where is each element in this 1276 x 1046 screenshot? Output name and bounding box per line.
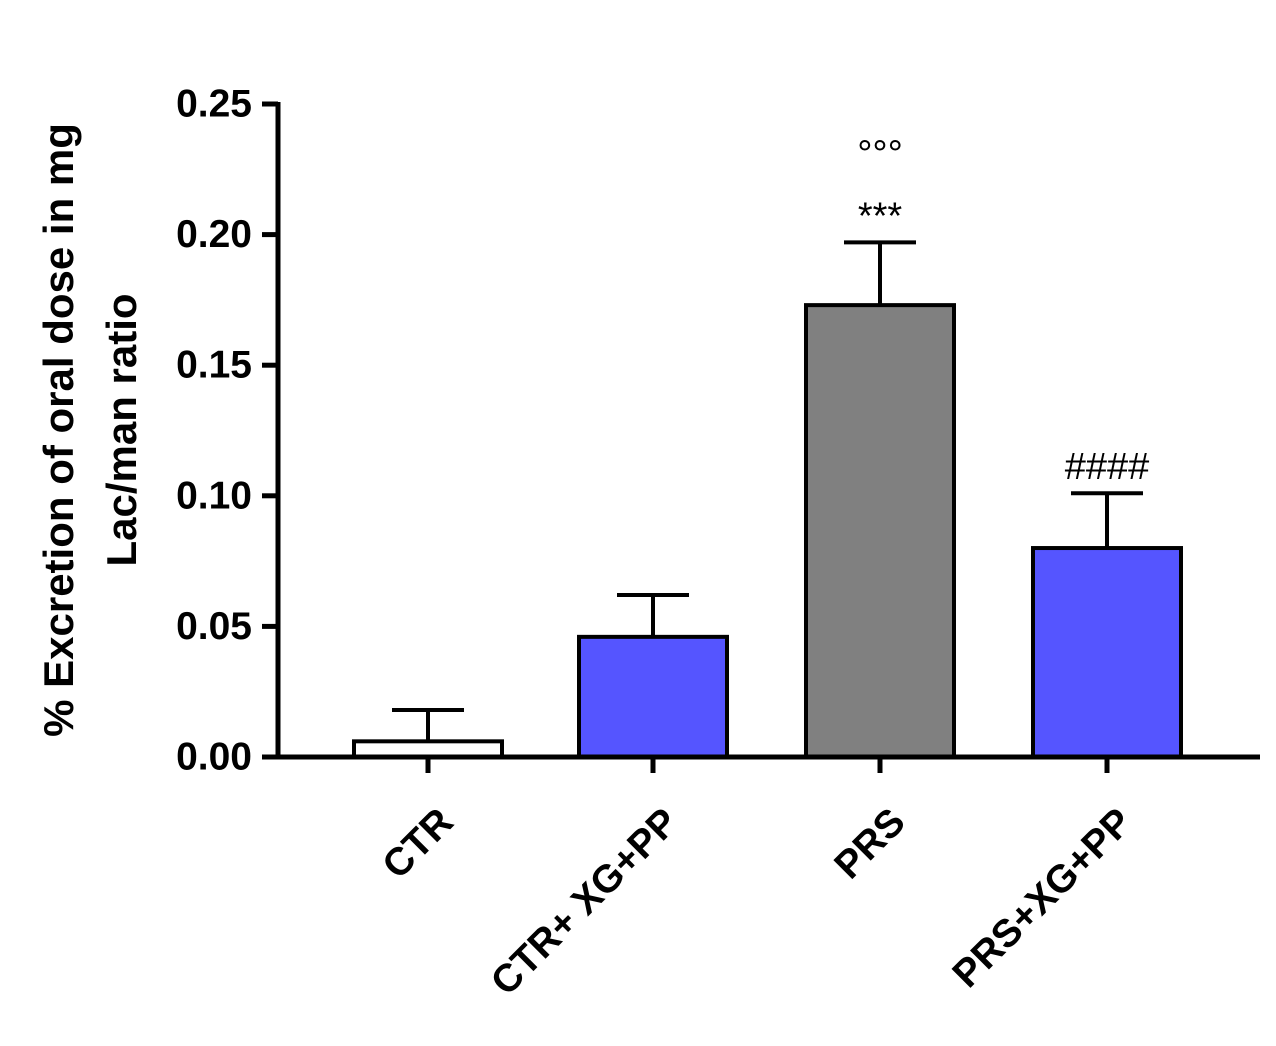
significance-annotation: *** bbox=[858, 195, 903, 237]
x-tick-label: CTR+ XG+PP bbox=[483, 800, 687, 1004]
x-axis-ticks: CTR CTR+ XG+PP PRS PRS+XG+PP bbox=[375, 757, 1141, 1004]
y-axis-ticks: 0.00 0.05 0.10 0.15 0.20 0.25 bbox=[176, 83, 278, 779]
y-tick-label: 0.15 bbox=[176, 344, 252, 387]
axes bbox=[275, 102, 1260, 760]
y-tick-label: 0.20 bbox=[176, 213, 252, 256]
bar-prs-xg-pp bbox=[1031, 546, 1183, 759]
x-tick-label: CTR bbox=[375, 800, 462, 887]
y-axis-label-line-2: Lac/man ratio bbox=[98, 293, 145, 566]
x-tick-label: PRS+XG+PP bbox=[945, 800, 1141, 996]
y-tick-label: 0.05 bbox=[176, 605, 252, 648]
y-tick-label: 0.10 bbox=[176, 474, 252, 517]
y-axis-label: % Excretion of oral dose in mg Lac/man ra… bbox=[35, 123, 145, 737]
x-tick-label: PRS bbox=[826, 800, 913, 887]
y-tick-label: 0.00 bbox=[176, 736, 252, 779]
annotations: °°° *** #### bbox=[857, 133, 1149, 488]
significance-annotation: °°° bbox=[857, 133, 903, 175]
significance-annotation: #### bbox=[1065, 446, 1150, 488]
bar-prs bbox=[804, 303, 956, 759]
y-axis-label-line-1: % Excretion of oral dose in mg bbox=[35, 123, 82, 737]
bars bbox=[352, 240, 1183, 760]
y-tick-label: 0.25 bbox=[176, 83, 252, 126]
bar-ctr-xg-pp bbox=[577, 634, 729, 760]
